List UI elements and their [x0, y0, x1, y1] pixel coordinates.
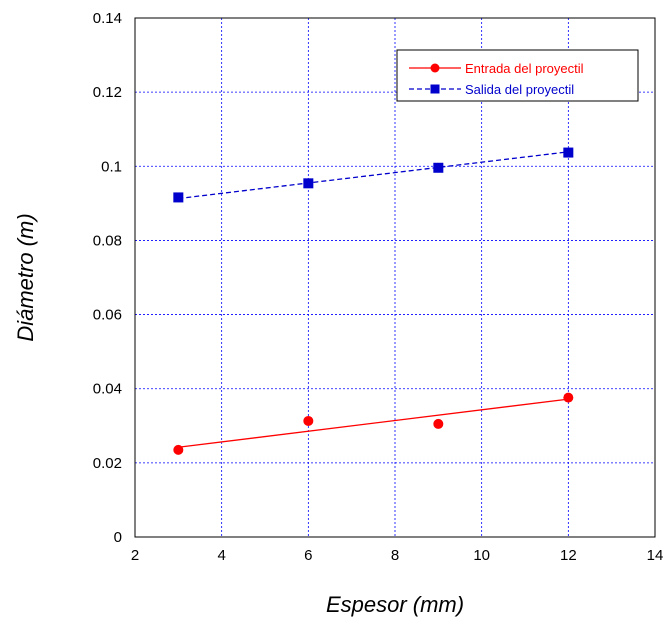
series-2-trendline — [178, 151, 569, 200]
series-2-point — [303, 178, 314, 189]
series-2-point — [433, 162, 444, 173]
plot-frame — [134, 17, 656, 538]
series-2-point — [173, 192, 184, 203]
series-1 — [173, 392, 574, 455]
series-1-point — [433, 418, 444, 429]
x-tick-label: 14 — [647, 547, 664, 564]
y-tick-label: 0.14 — [93, 10, 122, 27]
x-tick-label: 8 — [391, 547, 399, 564]
y-tick-label: 0.02 — [93, 455, 122, 472]
x-tick-label: 2 — [131, 547, 139, 564]
series-1-point — [563, 392, 574, 403]
y-tick-label: 0 — [114, 529, 122, 546]
series-1-point — [173, 444, 184, 455]
y-tick-label: 0.06 — [93, 307, 122, 324]
y-axis-label: Diámetro (m) — [13, 213, 38, 341]
x-tick-label: 6 — [304, 547, 312, 564]
x-ticks: 2 4 6 8 10 12 14 — [131, 547, 664, 564]
series-2 — [173, 147, 574, 203]
x-tick-label: 4 — [217, 547, 225, 564]
y-tick-label: 0.08 — [93, 232, 122, 249]
legend-marker — [430, 63, 440, 73]
legend-label: Salida del proyectil — [465, 82, 574, 97]
legend-marker — [430, 84, 440, 94]
series-1-trendline — [178, 398, 569, 448]
y-tick-label: 0.12 — [93, 84, 122, 101]
series-2-point — [563, 147, 574, 158]
legend: Entrada del proyectil Salida del proyecti… — [396, 49, 639, 102]
y-tick-label: 0.04 — [93, 381, 122, 398]
legend-label: Entrada del proyectil — [465, 61, 584, 76]
y-tick-label: 0.1 — [101, 158, 122, 175]
series-layer — [173, 147, 574, 455]
x-tick-label: 10 — [473, 547, 490, 564]
series-1-point — [303, 415, 314, 426]
y-ticks: 0 0.02 0.04 0.06 0.08 0.1 0.12 0.14 — [93, 10, 122, 546]
x-axis-label: Espesor (mm) — [326, 592, 464, 617]
x-tick-label: 12 — [560, 547, 577, 564]
